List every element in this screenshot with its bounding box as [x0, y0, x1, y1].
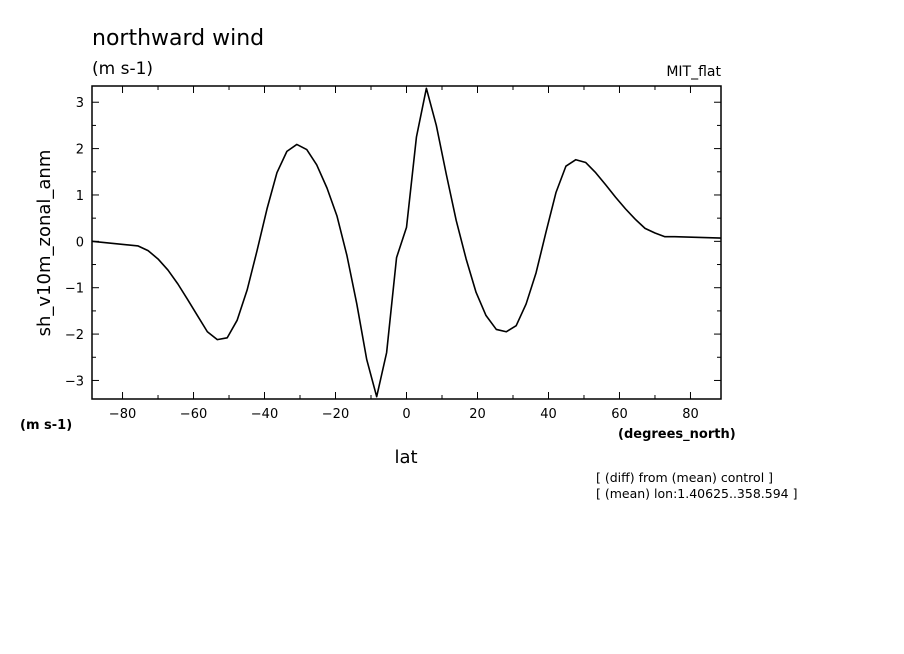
plot-frame: [91, 85, 722, 400]
note-mean-lon: [ (mean) lon:1.40625..358.594 ]: [596, 486, 797, 501]
note-diff: [ (diff) from (mean) control ]: [596, 470, 773, 485]
y-tick-label: 2: [76, 143, 84, 158]
model-label: MIT_flat: [666, 64, 721, 80]
y-tick-label: 3: [76, 96, 84, 111]
x-axis-units: (degrees_north): [618, 427, 736, 442]
x-tick-label: −40: [251, 407, 278, 422]
x-tick-label: 0: [402, 407, 410, 422]
chart-units: (m s-1): [92, 59, 153, 79]
y-axis-tick-labels: −3 −2 −1 0 1 2 3: [65, 96, 84, 389]
x-tick-label: 80: [682, 407, 699, 422]
y-tick-label: −3: [65, 374, 84, 389]
y-axis-label: sh_v10m_zonal_anm: [34, 150, 55, 337]
x-tick-label: 40: [540, 407, 557, 422]
y-tick-label: 1: [76, 189, 84, 204]
x-tick-label: −80: [109, 407, 136, 422]
x-tick-label: 60: [611, 407, 628, 422]
chart-title: northward wind: [92, 26, 264, 51]
x-axis-label: lat: [394, 447, 417, 468]
series-line: [91, 87, 722, 398]
y-tick-label: −1: [65, 282, 84, 297]
x-tick-label: 20: [469, 407, 486, 422]
x-axis-ticks: [122, 86, 691, 399]
x-axis-tick-labels: −80 −60 −40 −20 0 20 40 60 80: [109, 407, 699, 422]
y-axis-ticks: [92, 101, 721, 381]
x-tick-label: −60: [180, 407, 207, 422]
y-tick-label: −2: [65, 328, 84, 343]
y-axis-units: (m s-1): [20, 418, 72, 433]
y-tick-label: 0: [76, 235, 84, 250]
x-tick-label: −20: [322, 407, 349, 422]
